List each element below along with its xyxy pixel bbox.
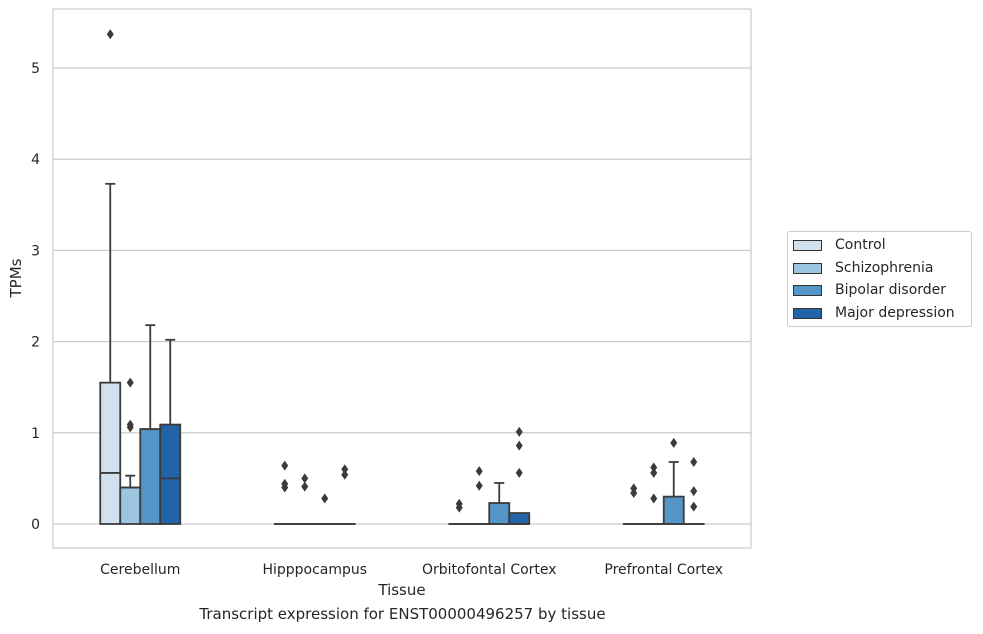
x-axis-label: Tissue xyxy=(377,581,425,599)
legend-swatch-schizophrenia xyxy=(793,262,822,274)
box-prefrontal-cortex-schizophrenia-outlier-2 xyxy=(650,493,658,504)
box-orbitofontal-cortex-control-outlier-1 xyxy=(455,502,463,513)
box-orbitofontal-cortex-major-depression-body xyxy=(508,512,531,525)
box-prefrontal-cortex-schizophrenia xyxy=(642,462,665,525)
box-cerebellum-schizophrenia-outlier-2 xyxy=(126,422,134,433)
y-tick-label-2: 2 xyxy=(31,335,40,351)
box-prefrontal-cortex-bipolar-disorder-body xyxy=(662,495,685,525)
box-orbitofontal-cortex-schizophrenia xyxy=(468,466,491,525)
legend-item-bipolar-disorder: Bipolar disorder xyxy=(793,280,946,300)
box-cerebellum-major-depression-body xyxy=(159,423,182,525)
legend-item-schizophrenia: Schizophrenia xyxy=(793,258,933,278)
legend-item-control: Control xyxy=(793,235,886,255)
box-cerebellum-schizophrenia-outlier-0 xyxy=(126,377,134,388)
box-orbitofontal-cortex-bipolar-disorder-body xyxy=(488,502,511,525)
box-orbitofontal-cortex-major-depression-outlier-2 xyxy=(515,467,523,478)
legend-swatch-control xyxy=(793,239,822,251)
box-hipppocampus-control-outlier-0 xyxy=(281,460,289,471)
y-tick-label-3: 3 xyxy=(31,243,40,259)
box-orbitofontal-cortex-bipolar-disorder xyxy=(488,482,511,525)
box-prefrontal-cortex-major-depression-outlier-2 xyxy=(690,501,698,512)
box-cerebellum-control-outlier-0 xyxy=(106,29,114,40)
box-orbitofontal-cortex-schizophrenia-outlier-1 xyxy=(475,480,483,491)
box-cerebellum-bipolar-disorder-body xyxy=(139,428,162,525)
box-orbitofontal-cortex-major-depression-outlier-1 xyxy=(515,440,523,451)
y-tick-label-5: 5 xyxy=(31,61,40,77)
box-hipppocampus-schizophrenia-outlier-0 xyxy=(301,473,309,484)
box-hipppocampus-bipolar-disorder-outlier-0 xyxy=(321,493,329,504)
x-tick-label-cerebellum: Cerebellum xyxy=(100,562,180,578)
box-cerebellum-control xyxy=(99,29,122,525)
box-orbitofontal-cortex-major-depression-outlier-0 xyxy=(515,426,523,437)
box-cerebellum-schizophrenia xyxy=(119,377,142,525)
x-tick-labels: Cerebellum Hipppocampus Orbitofontal Corte… xyxy=(100,562,723,578)
legend-label-bipolar-disorder: Bipolar disorder xyxy=(835,282,947,298)
y-tick-label-0: 0 xyxy=(31,517,40,533)
box-cerebellum-bipolar-disorder xyxy=(139,324,162,525)
box-orbitofontal-cortex-major-depression xyxy=(508,426,531,525)
box-hipppocampus-schizophrenia xyxy=(293,473,316,525)
legend-swatch-bipolar-disorder xyxy=(793,284,822,296)
legend: Control Schizophrenia Bipolar disorder M… xyxy=(787,231,972,327)
box-prefrontal-cortex-bipolar-disorder-outlier-0 xyxy=(670,437,678,448)
legend-label-control: Control xyxy=(835,237,886,253)
y-axis-label: TPMs xyxy=(7,258,25,298)
box-hipppocampus-schizophrenia-outlier-1 xyxy=(301,481,309,492)
box-hipppocampus-major-depression-outlier-0 xyxy=(341,464,349,475)
box-cerebellum-schizophrenia-body xyxy=(119,486,142,525)
x-tick-label-hipppocampus: Hipppocampus xyxy=(262,562,367,578)
box-hipppocampus-major-depression-outlier-1 xyxy=(341,469,349,480)
y-tick-label-4: 4 xyxy=(31,152,40,168)
plot-area-frame xyxy=(52,8,752,549)
box-prefrontal-cortex-control xyxy=(622,483,645,525)
legend-label-schizophrenia: Schizophrenia xyxy=(835,260,934,276)
box-prefrontal-cortex-major-depression xyxy=(682,456,705,525)
box-hipppocampus-control-outlier-2 xyxy=(281,482,289,493)
x-tick-label-prefrontal-cortex: Prefrontal Cortex xyxy=(604,562,723,578)
box-prefrontal-cortex-schizophrenia-outlier-0 xyxy=(650,462,658,473)
y-tick-label-1: 1 xyxy=(31,426,40,442)
legend-label-major-depression: Major depression xyxy=(835,305,955,321)
chart-caption: Transcript expression for ENST0000049625… xyxy=(199,605,606,623)
legend-swatch-major-depression xyxy=(793,307,822,319)
box-cerebellum-control-body xyxy=(99,381,122,525)
box-prefrontal-cortex-major-depression-outlier-1 xyxy=(690,486,698,497)
box-prefrontal-cortex-major-depression-outlier-0 xyxy=(690,456,698,467)
box-orbitofontal-cortex-schizophrenia-outlier-0 xyxy=(475,466,483,477)
x-tick-label-orbitofontal-cortex: Orbitofontal Cortex xyxy=(422,562,557,578)
box-prefrontal-cortex-bipolar-disorder xyxy=(662,437,685,525)
box-hipppocampus-control xyxy=(273,460,296,525)
box-orbitofontal-cortex-control xyxy=(448,498,471,525)
y-tick-labels: 0 1 2 3 4 5 xyxy=(31,61,40,533)
box-prefrontal-cortex-control-outlier-1 xyxy=(630,487,638,498)
box-hipppocampus-bipolar-disorder xyxy=(313,493,336,525)
box-prefrontal-cortex-schizophrenia-outlier-1 xyxy=(650,467,658,478)
box-groups xyxy=(99,29,705,525)
legend-item-major-depression: Major depression xyxy=(793,303,955,323)
box-hipppocampus-major-depression xyxy=(333,464,356,525)
box-cerebellum-major-depression xyxy=(159,338,182,525)
